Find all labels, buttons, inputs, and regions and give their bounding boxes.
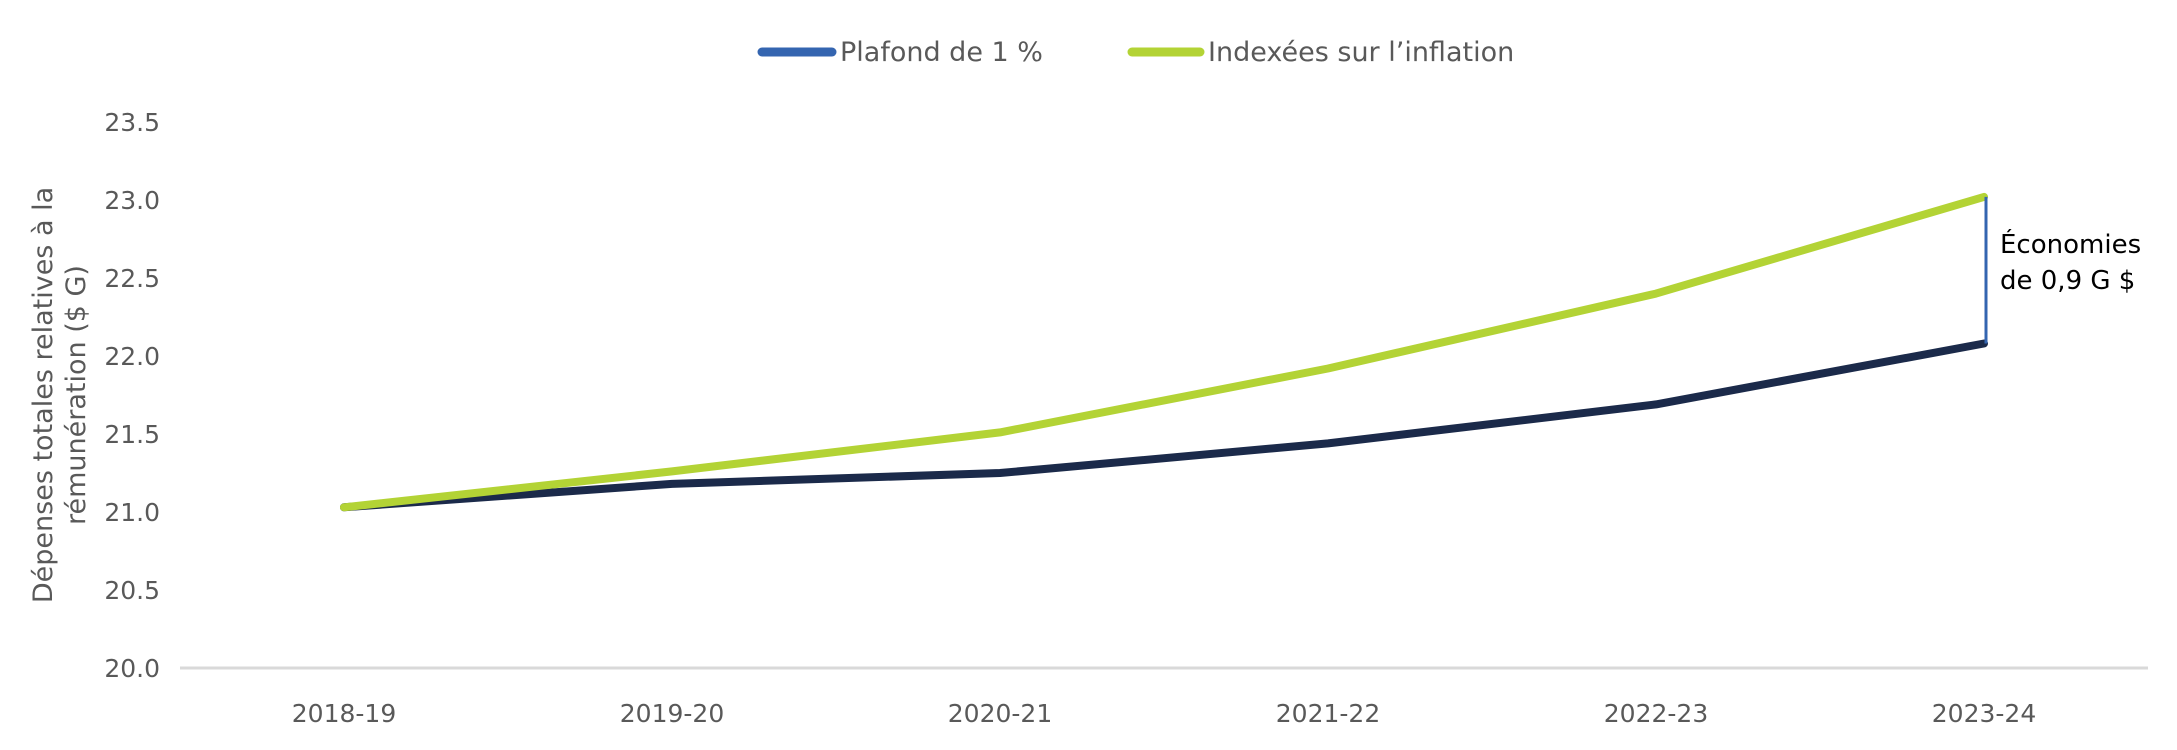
legend: Plafond de 1 % Indexées sur l’inflation	[757, 37, 1514, 68]
y-tick-label: 23.5	[104, 108, 160, 137]
y-tick-label: 21.0	[104, 498, 160, 527]
savings-annotation-line: Économies	[2000, 228, 2141, 260]
savings-annotation-text: Économies de 0,9 G $	[2000, 228, 2141, 296]
x-axis-ticks: 2018-19 2019-20 2020-21 2021-22 2022-23 2023-…	[292, 699, 2036, 728]
x-tick-label: 2019-20	[620, 699, 724, 728]
y-tick-label: 20.0	[104, 654, 160, 683]
series-lines	[340, 192, 1988, 512]
x-tick-label: 2023-24	[1932, 699, 2036, 728]
y-axis-ticks: 20.0 20.5 21.0 21.5 22.0 22.5 23.0 23.5	[104, 108, 160, 683]
y-axis-title: Dépenses totales relatives à larémunérat…	[28, 187, 92, 603]
y-tick-label: 23.0	[104, 186, 160, 215]
x-tick-label: 2018-19	[292, 699, 396, 728]
series-line-2	[340, 192, 1988, 512]
y-tick-label: 22.0	[104, 342, 160, 371]
series-line-1	[340, 339, 1988, 512]
legend-label: Indexées sur l’inflation	[1208, 37, 1514, 68]
x-tick-label: 2021-22	[1276, 699, 1380, 728]
legend-item: Indexées sur l’inflation	[1127, 37, 1514, 68]
y-axis-title-line: Dépenses totales relatives à la	[28, 187, 59, 603]
y-tick-label: 20.5	[104, 576, 160, 605]
y-axis-title-line: rémunération ($ G)	[61, 265, 92, 525]
x-tick-label: 2022-23	[1604, 699, 1708, 728]
legend-label: Plafond de 1 %	[840, 37, 1043, 68]
savings-annotation: Économies de 0,9 G $	[1984, 196, 2141, 344]
y-tick-label: 22.5	[104, 264, 160, 293]
y-tick-label: 21.5	[104, 420, 160, 449]
legend-item: Plafond de 1 %	[757, 37, 1043, 68]
x-tick-label: 2020-21	[948, 699, 1052, 728]
y-axis-title-text: Dépenses totales relatives à larémunérat…	[28, 187, 92, 603]
savings-annotation-line: de 0,9 G $	[2000, 266, 2135, 296]
